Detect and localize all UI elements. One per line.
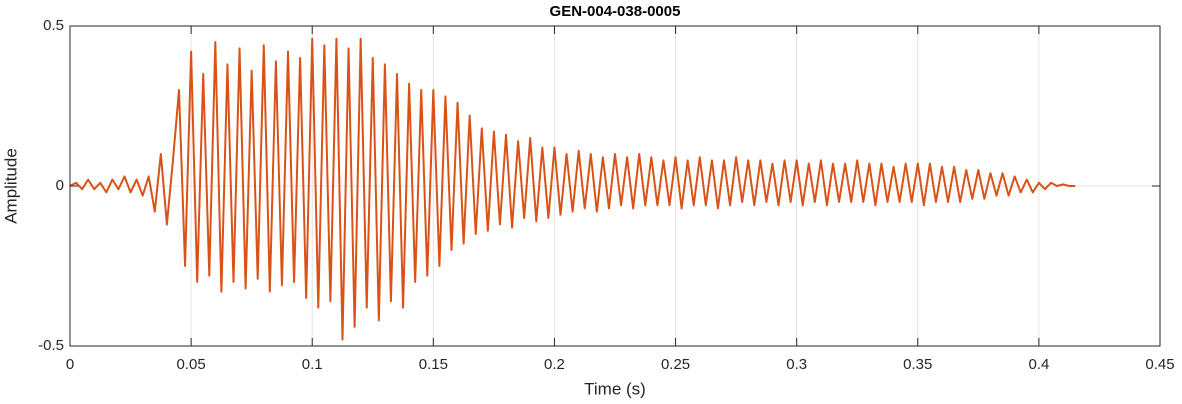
y-tick-label: 0.5 xyxy=(43,17,64,34)
x-tick-label: 0.45 xyxy=(1145,356,1174,373)
x-axis-label: Time (s) xyxy=(584,379,646,398)
x-tick-label: 0.4 xyxy=(1028,356,1049,373)
x-tick-label: 0.35 xyxy=(903,356,932,373)
y-tick-label: -0.5 xyxy=(38,337,64,354)
x-tick-label: 0.3 xyxy=(786,356,807,373)
x-tick-label: 0 xyxy=(66,356,74,373)
x-tick-label: 0.2 xyxy=(544,356,565,373)
chart-title: GEN-004-038-0005 xyxy=(550,3,681,20)
x-tick-label: 0.25 xyxy=(661,356,690,373)
y-axis-label: Amplitude xyxy=(1,148,20,224)
y-tick-label: 0 xyxy=(56,177,64,194)
x-tick-label: 0.05 xyxy=(177,356,206,373)
x-tick-label: 0.1 xyxy=(302,356,323,373)
waveform-line xyxy=(69,37,1076,341)
x-tick-label: 0.15 xyxy=(419,356,448,373)
